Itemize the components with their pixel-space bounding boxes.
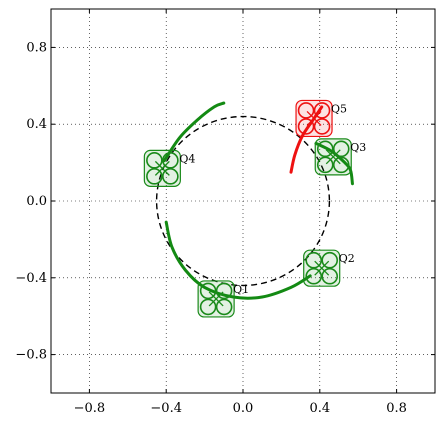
rotor-icon xyxy=(305,267,323,285)
trajectory-line xyxy=(289,105,324,174)
y-tick-label: 0.8 xyxy=(26,40,47,55)
quadrotor-q4: Q4 xyxy=(143,149,195,187)
rotor-icon xyxy=(332,140,350,158)
quadrotor-arm xyxy=(208,291,224,307)
x-tick-label: 0.4 xyxy=(309,401,330,416)
formation-circle xyxy=(155,115,331,287)
quadrotor-q1: Q1 xyxy=(197,280,249,318)
x-tick-label: 0.0 xyxy=(233,401,254,416)
rotor-icon xyxy=(332,156,350,174)
quadrotor-label: Q5 xyxy=(331,102,347,115)
rotor-icon xyxy=(215,298,233,316)
y-tick-label: −0.8 xyxy=(15,348,47,363)
x-tick-label: −0.4 xyxy=(150,401,182,416)
rotor-icon xyxy=(316,156,334,174)
rotor-icon xyxy=(321,267,339,285)
rotor-icon xyxy=(199,298,217,316)
rotor-icon xyxy=(146,168,163,185)
rotor-icon xyxy=(297,102,315,119)
quadrotor-label: Q1 xyxy=(233,283,249,296)
trajectory-line xyxy=(314,141,354,186)
quadrotor-layer: Q1 Q2 Q3 Q4 Q5 xyxy=(143,99,366,318)
grid-lines xyxy=(51,9,435,393)
quadrotor-label: Q4 xyxy=(179,152,195,165)
y-tick-label: 0.0 xyxy=(26,194,47,209)
y-tick-label: −0.4 xyxy=(15,271,47,286)
rotor-icon xyxy=(162,152,179,169)
rotor-icon xyxy=(297,118,315,135)
quadrotor-arm xyxy=(325,149,341,165)
x-tick-label: −0.8 xyxy=(74,401,106,416)
rotor-icon xyxy=(313,118,331,135)
formation-circle-layer xyxy=(155,115,331,287)
quadrotor-q5: Q5 xyxy=(295,99,347,138)
quadrotor-q3: Q3 xyxy=(314,138,366,176)
y-tick-label: 0.4 xyxy=(26,117,47,132)
tick-layer: −0.8 −0.4 0.0 0.4 0.8 0.8 0.4 0.0 −0.4 −0.8 xyxy=(15,9,435,416)
trajectory-line xyxy=(162,101,226,163)
quadrotor-q2: Q2 xyxy=(303,249,355,287)
rotor-icon xyxy=(215,282,233,300)
quadrotor-arm xyxy=(154,160,170,176)
rotor-icon xyxy=(321,251,339,269)
quadrotor-label: Q3 xyxy=(350,141,366,154)
rotor-icon xyxy=(162,168,179,185)
rotor-icon xyxy=(305,251,323,269)
rotor-icon xyxy=(313,102,331,119)
quadrotor-label: Q2 xyxy=(339,252,355,265)
rotor-icon xyxy=(146,152,163,169)
trajectory-layer xyxy=(162,101,354,300)
rotor-icon xyxy=(316,140,334,158)
rotor-icon xyxy=(199,282,217,300)
trajectory-line xyxy=(164,220,312,300)
x-tick-label: 0.8 xyxy=(386,401,407,416)
quadrotor-arm xyxy=(306,110,322,126)
quadrotor-arm xyxy=(314,260,330,276)
